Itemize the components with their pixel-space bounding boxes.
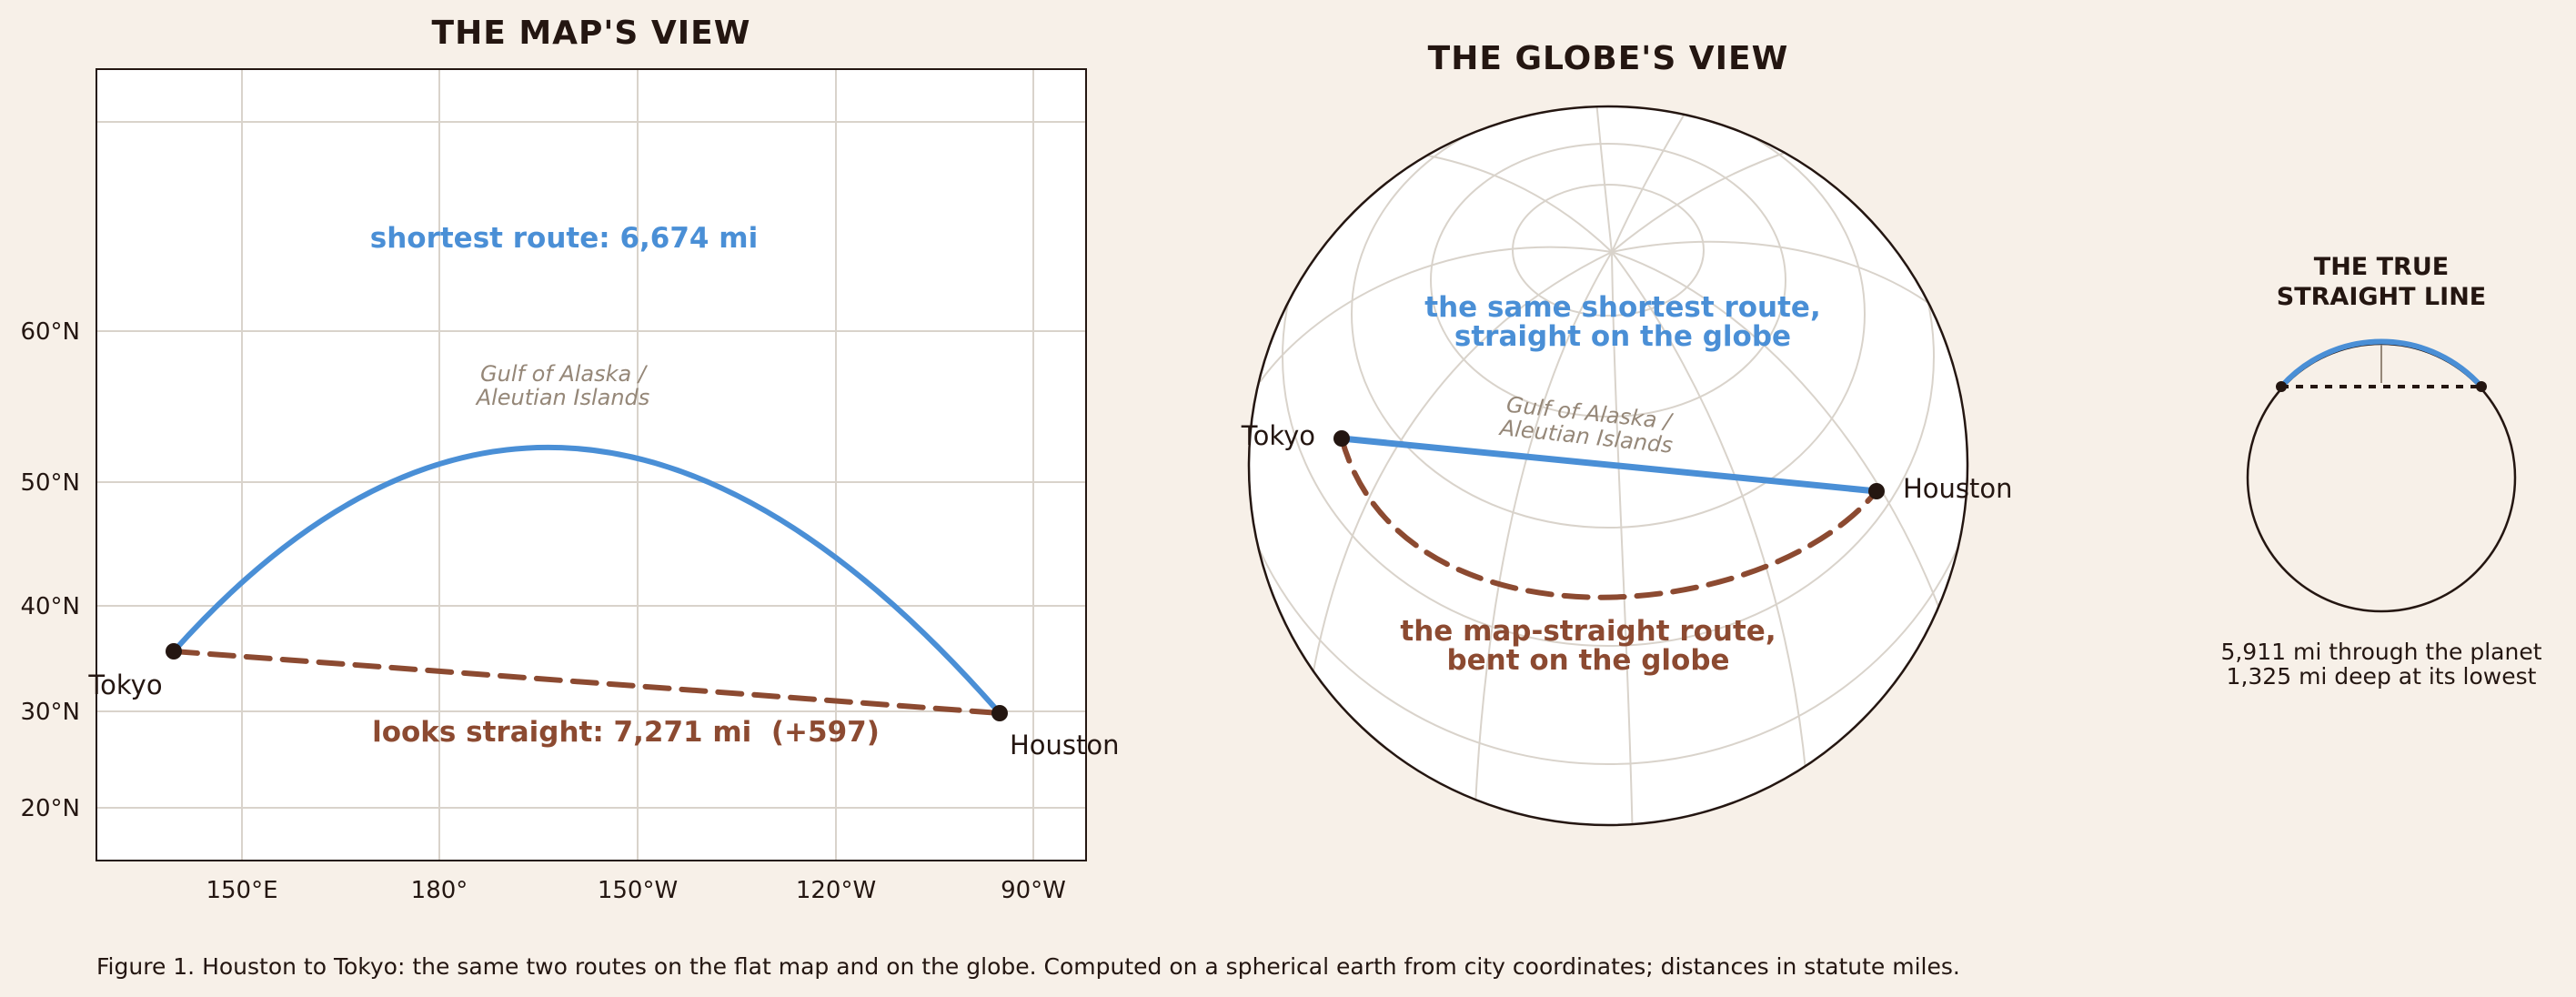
globe-parallel (1249, 106, 1967, 765)
globe-parallel (1351, 106, 1866, 529)
globe-meridian (1611, 251, 1957, 656)
chord-endpoint-right (2476, 381, 2487, 392)
globe-shortest-route-label-line2: straight on the globe (1454, 320, 1791, 353)
globe-meridian (1611, 251, 1811, 825)
globe-bent-route-label-line2: bent on the globe (1446, 644, 1729, 677)
chord-surface-arc (2279, 338, 2484, 389)
globe-meridian (1611, 251, 1634, 825)
lon-tick-label: 180° (411, 877, 468, 904)
lat-tick-label: 40°N (20, 593, 80, 620)
globe-parallel (1512, 184, 1705, 317)
globe-city-label-tokyo: Tokyo (1241, 420, 1315, 451)
lat-tick-label: 30°N (20, 699, 80, 726)
chord-earth-circle (2246, 342, 2517, 613)
chord-panel-title-line2: STRAIGHT LINE (2277, 283, 2486, 311)
map-tokyo-marker (166, 643, 182, 660)
lat-tick-label: 50°N (20, 469, 80, 497)
map-city-label-houston: Houston (1010, 730, 1120, 760)
map-panel: THE MAP'S VIEW 60°N 50°N 40°N 30°N 20°N … (20, 15, 1119, 904)
chord-panel-title-line1: THE TRUE (2314, 253, 2449, 281)
lat-tick-label: 60°N (20, 318, 80, 346)
map-rhumb-line-route (171, 649, 1002, 716)
lon-tick-label: 150°W (598, 877, 678, 904)
globe-meridian (1611, 106, 1729, 253)
globe-meridian (1473, 251, 1613, 825)
globe-meridian (1586, 106, 1613, 253)
map-gridlines (96, 69, 1086, 861)
globe-great-circle-route (1338, 435, 1880, 495)
globe-tokyo-marker (1333, 430, 1350, 447)
lon-tick-label: 120°W (796, 877, 876, 904)
chord-note-line2: 1,325 mi deep at its lowest (2227, 663, 2537, 690)
globe-outline (1247, 105, 1969, 827)
lon-tick-label: 150°E (206, 877, 277, 904)
lat-tick-label: 20°N (20, 795, 80, 822)
globe-panel: THE GLOBE'S VIEW (1241, 40, 2013, 827)
globe-parallel (1282, 106, 1935, 647)
globe-bent-route-label-line1: the map-straight route, (1400, 615, 1776, 648)
map-great-circle-route (171, 444, 1002, 716)
figure-caption: Figure 1. Houston to Tokyo: the same two… (96, 953, 1960, 980)
map-shortest-route-label: shortest route: 6,674 mi (370, 222, 758, 255)
chord-note-line1: 5,911 mi through the planet (2220, 639, 2541, 665)
globe-panel-title: THE GLOBE'S VIEW (1428, 40, 1789, 77)
map-frame (96, 68, 1087, 861)
map-lon-tick-labels: 150°E 180° 150°W 120°W 90°W (206, 877, 1065, 904)
map-region-label-line2: Aleutian Islands (475, 385, 650, 410)
map-panel-title: THE MAP'S VIEW (432, 15, 751, 52)
globe-houston-marker (1868, 483, 1885, 499)
lon-tick-label: 90°W (1001, 877, 1066, 904)
map-lat-tick-labels: 60°N 50°N 40°N 30°N 20°N (20, 318, 80, 822)
map-houston-marker (991, 705, 1008, 721)
map-city-label-tokyo: Tokyo (87, 670, 162, 700)
globe-rhumb-line-route (1339, 436, 1879, 600)
chord-panel: THE TRUE STRAIGHT LINE 5,911 mi through … (2220, 253, 2541, 690)
globe-meridian (1309, 251, 1613, 692)
chord-endpoint-left (2276, 381, 2287, 392)
map-plot-area (96, 69, 1086, 861)
map-straight-route-label: looks straight: 7,271 mi (+597) (372, 716, 880, 749)
map-region-label-line1: Gulf of Alaska / (480, 361, 649, 387)
globe-parallel (1430, 143, 1786, 418)
globe-graticule (1249, 106, 1967, 825)
globe-city-label-houston: Houston (1903, 473, 2013, 504)
globe-meridian (1259, 246, 1613, 383)
globe-shortest-route-label-line1: the same shortest route, (1424, 291, 1820, 324)
